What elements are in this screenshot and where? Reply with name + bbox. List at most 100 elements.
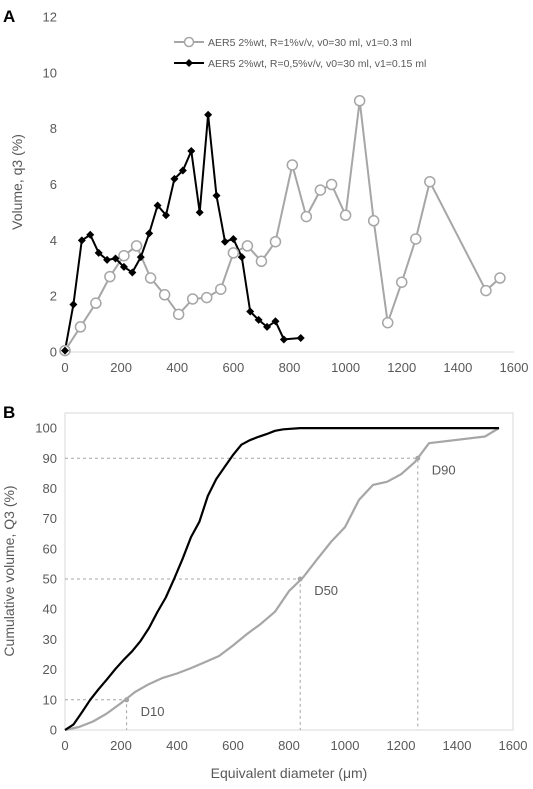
data-point-series-1 xyxy=(381,316,394,329)
data-point-series-1 xyxy=(410,233,422,245)
chart0-x-tick-label: 600 xyxy=(223,360,245,375)
series-line-2 xyxy=(64,113,301,351)
series-line-1 xyxy=(64,99,501,352)
chart1-y-tick-label: 0 xyxy=(50,723,57,738)
data-point-series-2 xyxy=(237,253,246,262)
chart1-x-tick-label: 400 xyxy=(166,738,188,753)
chart1-y-tick-label: 50 xyxy=(43,572,57,587)
data-point-series-2 xyxy=(195,208,204,217)
panel-b: B Cumulative volume, Q3 (%) Equivalent d… xyxy=(1,403,527,781)
data-point-series-2 xyxy=(103,255,112,264)
data-point-series-1 xyxy=(118,249,130,262)
data-point-series-2 xyxy=(145,229,154,238)
chart1-x-tick-label: 1000 xyxy=(331,738,360,753)
data-point-series-2 xyxy=(187,147,196,155)
chart1-x-tick-label: 1400 xyxy=(443,738,472,753)
cumulative-line-1 xyxy=(64,427,500,732)
data-point-series-2 xyxy=(279,335,288,344)
data-point-series-1 xyxy=(144,272,157,284)
annotation-label-d10: D10 xyxy=(141,704,165,719)
data-point-series-1 xyxy=(367,215,380,227)
panel-a-y-ticks: 0 2 4 6 8 10 12 xyxy=(43,10,57,360)
data-point-series-2 xyxy=(128,268,137,277)
cumulative-line-2 xyxy=(64,427,499,731)
chart1-x-tick-label: 600 xyxy=(222,738,244,753)
data-point-series-1 xyxy=(494,272,506,284)
legend-marker-filled-diamond xyxy=(185,59,193,67)
chart1-y-tick-label: 70 xyxy=(43,511,57,526)
chart1-y-tick-label: 90 xyxy=(43,451,57,466)
panel-a-series xyxy=(59,95,506,357)
panel-b-guide-lines xyxy=(65,457,419,730)
chart1-x-tick-label: 0 xyxy=(61,738,68,753)
data-point-series-1 xyxy=(227,247,240,259)
chart0-y-tick-label: 10 xyxy=(43,65,57,80)
panel-b-y-axis-label: Cumulative volume, Q3 (%) xyxy=(1,485,17,656)
chart0-x-tick-label: 1200 xyxy=(387,360,416,375)
data-point-series-1 xyxy=(286,159,299,171)
chart0-y-tick-label: 8 xyxy=(50,121,57,136)
data-point-series-2 xyxy=(136,253,145,262)
panel-a-legend: AER5 2%wt, R=1%v/v, v0=30 ml, v1=0.3 ml … xyxy=(174,36,426,70)
annotation-label-d50: D50 xyxy=(314,583,338,598)
annotation-point-d10 xyxy=(124,697,130,703)
chart1-x-tick-label: 1600 xyxy=(499,738,528,753)
data-point-series-2 xyxy=(61,346,69,355)
panel-b-annotations: D10 D50 D90 xyxy=(124,455,456,719)
chart0-x-tick-label: 1000 xyxy=(331,360,360,375)
data-point-series-1 xyxy=(186,293,199,305)
panel-b-series xyxy=(64,427,500,732)
panel-a-label: A xyxy=(3,7,15,26)
data-point-series-2 xyxy=(271,317,280,326)
data-point-series-2 xyxy=(229,234,238,243)
panel-b-y-ticks: 0 10 20 30 40 50 60 70 80 90 100 xyxy=(35,421,57,738)
data-point-series-2 xyxy=(254,315,263,324)
chart1-y-tick-label: 80 xyxy=(43,481,57,496)
chart0-x-tick-label: 1400 xyxy=(443,360,472,375)
data-point-series-2 xyxy=(170,174,179,183)
chart1-x-tick-label: 1200 xyxy=(387,738,416,753)
chart0-x-tick-label: 200 xyxy=(110,360,132,375)
data-point-series-1 xyxy=(480,284,492,297)
chart0-x-tick-label: 1600 xyxy=(500,360,529,375)
data-point-series-2 xyxy=(94,248,103,257)
data-point-series-2 xyxy=(119,262,128,271)
data-point-series-2 xyxy=(263,322,272,331)
data-point-series-1 xyxy=(339,209,352,221)
data-point-series-1 xyxy=(396,276,408,288)
legend-entry-series-2: AER5 2%wt, R=0,5%v/v, v0=30 ml, v1=0.15 … xyxy=(208,58,426,70)
panel-a: A Volume, q3 (%) 0 2 4 6 8 10 12 0 200 400 600 800… xyxy=(3,7,528,375)
guide-line-d90 xyxy=(65,457,419,730)
panel-a-y-axis-label: Volume, q3 (%) xyxy=(9,134,25,230)
annotation-point-d90 xyxy=(415,455,421,461)
data-point-series-1 xyxy=(214,283,227,295)
data-point-series-1 xyxy=(325,178,338,191)
data-point-series-2 xyxy=(69,300,78,309)
panel-b-plot-area-border xyxy=(64,412,514,731)
data-point-series-2 xyxy=(111,254,120,263)
data-point-series-1 xyxy=(90,297,102,309)
panel-b-x-ticks: 0 200 400 600 800 1000 1200 1400 1600 xyxy=(61,738,527,753)
guide-line-d10 xyxy=(65,699,128,730)
chart1-y-tick-label: 40 xyxy=(43,602,57,617)
chart0-x-tick-label: 800 xyxy=(279,360,301,375)
data-point-series-1 xyxy=(255,255,268,268)
chart1-y-tick-label: 10 xyxy=(43,692,57,707)
chart0-y-tick-label: 6 xyxy=(50,177,57,192)
data-point-series-2 xyxy=(162,211,171,220)
data-point-series-1 xyxy=(130,240,143,252)
chart1-x-tick-label: 200 xyxy=(110,738,132,753)
chart0-y-tick-label: 12 xyxy=(43,10,57,25)
data-point-series-2 xyxy=(296,334,305,343)
data-point-series-2 xyxy=(246,307,255,316)
guide-line-d50 xyxy=(65,578,301,730)
data-point-series-1 xyxy=(314,184,327,196)
chart1-y-tick-label: 20 xyxy=(43,662,57,677)
legend-entry-series-1: AER5 2%wt, R=1%v/v, v0=30 ml, v1=0.3 ml xyxy=(208,37,412,49)
annotation-point-d50 xyxy=(297,576,303,582)
annotation-label-d90: D90 xyxy=(432,462,456,477)
data-point-series-1 xyxy=(158,289,171,301)
data-point-series-1 xyxy=(74,321,87,333)
data-point-series-2 xyxy=(220,237,229,246)
